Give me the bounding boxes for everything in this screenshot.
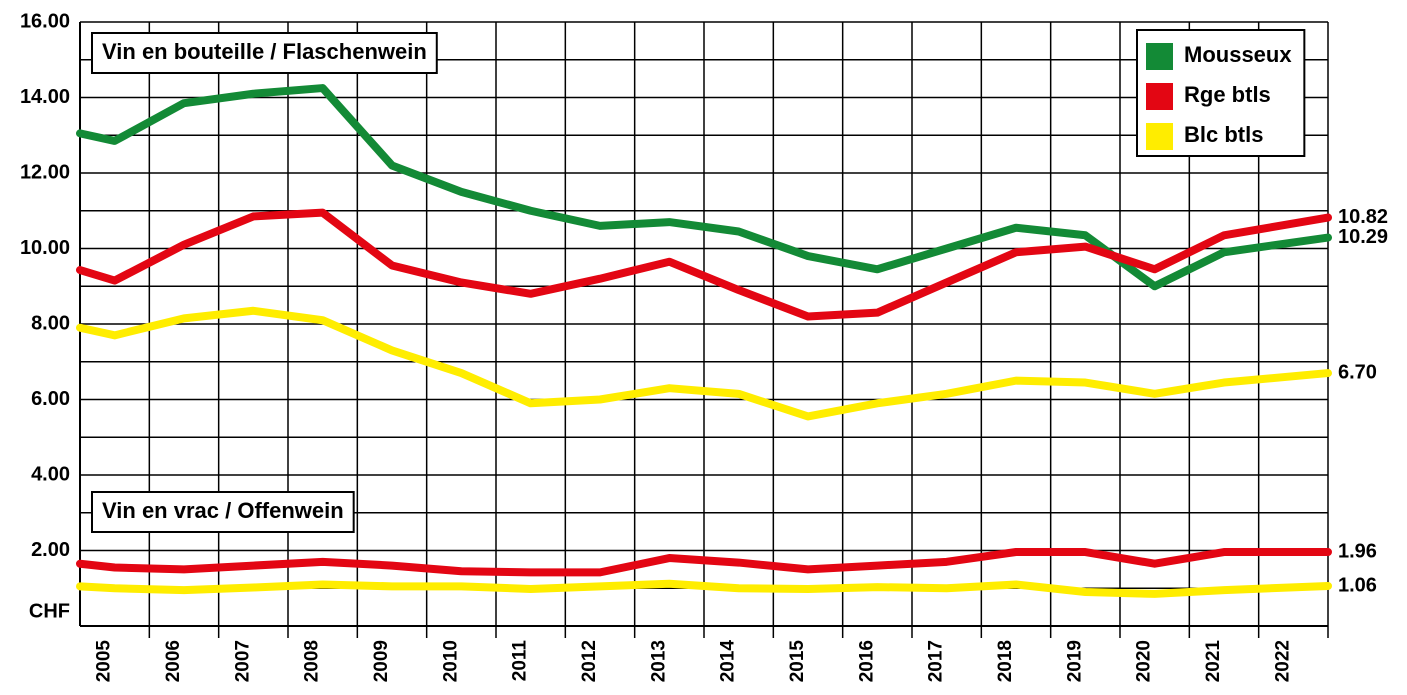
legend: Mousseux Rge btls Blc btls [1136, 29, 1306, 157]
legend-swatch [1146, 43, 1173, 70]
y-tick-label: CHF [29, 600, 70, 622]
annotation: Vin en bouteille / Flaschenwein [91, 32, 438, 74]
annotation-box [91, 32, 438, 74]
x-tick-label: 2006 [163, 640, 184, 682]
legend-label: Rge btls [1184, 82, 1271, 107]
series-line [76, 306, 1332, 421]
x-tick-label: 2013 [648, 640, 669, 682]
series-line [76, 579, 1332, 598]
x-tick-label: 2014 [718, 640, 739, 683]
x-tick-label: 2020 [1134, 640, 1155, 682]
x-tick-label: 2010 [440, 640, 461, 682]
annotation-box [91, 491, 355, 533]
x-tick-label: 2012 [579, 640, 600, 682]
y-tick-label: 14.00 [20, 86, 70, 108]
x-tick-label: 2015 [787, 640, 808, 683]
x-tick-label: 2021 [1203, 640, 1224, 683]
legend-label: Mousseux [1184, 42, 1292, 67]
annotation: Vin en vrac / Offenwein [91, 491, 355, 533]
y-tick-label: 10.00 [20, 237, 70, 259]
x-tick-label: 2007 [232, 640, 253, 682]
legend-swatch [1146, 123, 1173, 150]
x-tick-label: 2016 [856, 640, 877, 682]
end-label: 6.70 [1338, 361, 1377, 383]
legend-label: Blc btls [1184, 122, 1263, 147]
y-tick-label: 12.00 [20, 161, 70, 183]
x-tick-label: 2017 [926, 640, 947, 682]
end-label: 10.29 [1338, 226, 1388, 248]
y-tick-label: 4.00 [31, 463, 70, 485]
end-label: 1.06 [1338, 574, 1377, 596]
x-tick-label: 2019 [1064, 640, 1085, 682]
annotation-text: Vin en vrac / Offenwein [102, 498, 344, 523]
series-line [76, 208, 1332, 321]
y-tick-label: 16.00 [20, 10, 70, 32]
x-tick-label: 2011 [510, 640, 531, 682]
series-line [76, 548, 1332, 577]
x-tick-label: 2022 [1272, 640, 1293, 682]
x-tick-label: 2008 [302, 640, 323, 682]
y-tick-label: 8.00 [31, 312, 70, 334]
end-label: 10.82 [1338, 206, 1388, 228]
x-tick-label: 2005 [94, 640, 115, 683]
y-tick-label: 6.00 [31, 388, 70, 410]
legend-swatch [1146, 83, 1173, 110]
x-tick-label: 2009 [371, 640, 392, 682]
y-tick-label: 2.00 [31, 539, 70, 561]
annotation-text: Vin en bouteille / Flaschenwein [102, 39, 427, 64]
series-line [76, 84, 1332, 291]
end-label: 1.96 [1338, 540, 1377, 562]
x-tick-label: 2018 [995, 640, 1016, 682]
